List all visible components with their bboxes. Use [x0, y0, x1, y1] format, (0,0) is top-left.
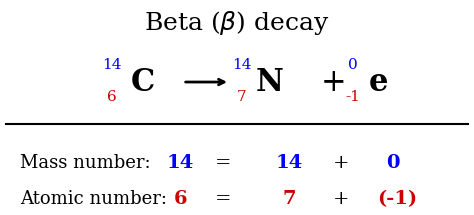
Text: =: = [215, 154, 231, 172]
Text: Beta ($\beta$) decay: Beta ($\beta$) decay [145, 9, 329, 37]
Text: Mass number:: Mass number: [20, 154, 151, 172]
Text: =: = [215, 190, 231, 208]
Text: 6: 6 [173, 190, 187, 208]
Text: 7: 7 [237, 90, 246, 104]
Text: Atomic number:: Atomic number: [20, 190, 167, 208]
Text: 0: 0 [347, 58, 357, 72]
Text: 6: 6 [107, 90, 117, 104]
Text: 14: 14 [275, 154, 302, 172]
Text: +: + [332, 154, 349, 172]
Text: 7: 7 [282, 190, 296, 208]
Text: C: C [131, 66, 155, 98]
Text: -1: -1 [345, 90, 360, 104]
Text: +: + [321, 66, 346, 98]
Text: N: N [256, 66, 284, 98]
Text: e: e [369, 66, 388, 98]
Text: +: + [332, 190, 349, 208]
Text: (-1): (-1) [377, 190, 417, 208]
Text: 0: 0 [386, 154, 399, 172]
Text: 14: 14 [102, 58, 122, 72]
Text: 14: 14 [232, 58, 252, 72]
Text: 14: 14 [167, 154, 194, 172]
